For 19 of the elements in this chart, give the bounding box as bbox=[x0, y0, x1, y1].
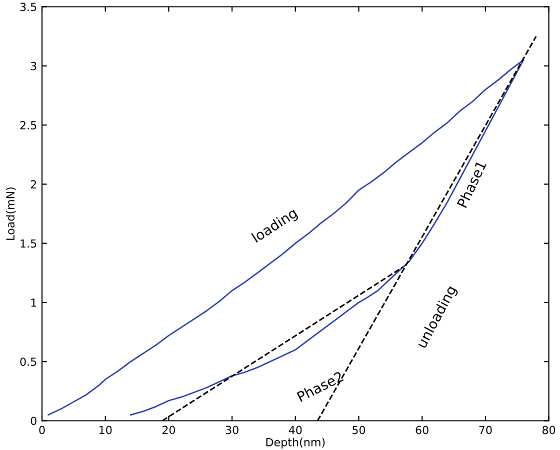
x-tick-label: 70 bbox=[479, 426, 492, 434]
x-tick-label: 0 bbox=[39, 426, 45, 434]
y-tick-label: 3 bbox=[30, 62, 36, 70]
x-tick-label: 60 bbox=[416, 426, 428, 434]
y-axis-title: Load(mN) bbox=[6, 187, 16, 240]
y-tick-label: 2 bbox=[30, 180, 36, 188]
y-tick-label: 1.5 bbox=[20, 239, 36, 248]
y-tick-label: 1 bbox=[31, 298, 36, 307]
x-axis-title: Depth(nm) bbox=[266, 438, 325, 449]
x-tick-label: 40 bbox=[288, 426, 302, 434]
x-tick-label: 20 bbox=[162, 426, 176, 434]
x-tick-label: 30 bbox=[226, 426, 238, 434]
y-tick-label: 0.5 bbox=[20, 358, 36, 366]
x-tick-label: 80 bbox=[542, 426, 556, 434]
y-tick-label: 2.5 bbox=[20, 121, 36, 130]
y-tick-label: 3.5 bbox=[20, 2, 36, 12]
y-tick-label: 0 bbox=[30, 416, 36, 426]
x-tick-label: 50 bbox=[352, 426, 366, 434]
x-tick-label: 10 bbox=[100, 426, 112, 434]
